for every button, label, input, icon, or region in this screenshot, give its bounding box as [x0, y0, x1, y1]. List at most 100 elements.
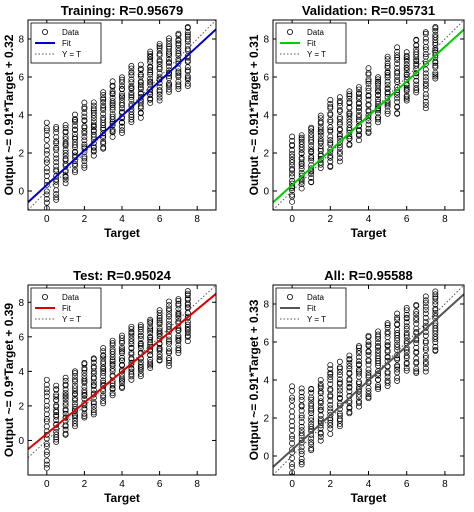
data-point [166, 362, 172, 369]
y-tick-label: 2 [263, 149, 269, 160]
data-point [346, 112, 353, 119]
data-point [175, 70, 182, 77]
data-point [81, 162, 88, 169]
data-point [43, 199, 50, 206]
data-point [128, 365, 135, 372]
data-point [128, 323, 135, 330]
data-point [298, 385, 305, 392]
data-point [184, 304, 191, 310]
data-point [72, 162, 78, 169]
data-point [119, 378, 125, 384]
data-point [394, 87, 401, 94]
data-point [62, 176, 69, 183]
data-point [298, 444, 305, 451]
data-point [375, 74, 381, 81]
data-point [119, 344, 125, 351]
data-point [62, 136, 69, 143]
data-point [289, 418, 296, 425]
data-point [53, 166, 60, 173]
data-point [403, 359, 410, 366]
data-point [156, 97, 163, 104]
data-point [62, 426, 69, 433]
data-point [53, 403, 60, 410]
data-point [43, 393, 50, 400]
data-point [156, 329, 163, 336]
data-point [403, 92, 410, 99]
data-point [175, 309, 182, 316]
data-point [432, 339, 439, 346]
data-point [422, 303, 429, 310]
data-point [384, 89, 391, 96]
data-point [156, 94, 163, 101]
data-point [128, 62, 135, 69]
data-point [81, 110, 88, 116]
data-point [403, 58, 410, 65]
data-point [156, 47, 163, 54]
data-point [137, 340, 144, 347]
data-point [375, 376, 381, 383]
data-point [43, 389, 50, 396]
data-point [72, 420, 78, 427]
data-point [365, 112, 372, 119]
data-point [53, 178, 60, 185]
data-point [365, 334, 372, 341]
data-point [43, 156, 50, 163]
data-point [356, 126, 362, 133]
data-point [166, 59, 172, 66]
data-point [298, 450, 305, 457]
data-point [403, 304, 410, 311]
data-point [413, 355, 420, 362]
data-point [43, 448, 50, 455]
data-point [128, 108, 135, 115]
data-point [43, 423, 50, 430]
data-point [62, 374, 69, 381]
data-point [90, 409, 97, 416]
data-point [166, 43, 172, 50]
data-point [184, 67, 191, 74]
data-point [53, 413, 60, 420]
data-point [137, 78, 144, 85]
data-point [119, 123, 125, 130]
data-point [289, 177, 296, 184]
data-point [43, 165, 50, 172]
data-point [317, 128, 324, 135]
data-point [422, 61, 429, 67]
data-point [317, 437, 324, 444]
data-point [72, 142, 78, 148]
data-point [289, 170, 296, 177]
data-point [289, 435, 296, 442]
data-point [394, 60, 401, 67]
data-point [109, 82, 116, 89]
data-point [403, 353, 410, 360]
data-point [327, 97, 334, 103]
data-point [128, 335, 135, 342]
data-point [413, 77, 420, 84]
data-point [119, 383, 125, 390]
data-point [90, 121, 97, 128]
data-point [53, 386, 60, 393]
data-point [43, 159, 50, 166]
data-point [184, 33, 191, 40]
data-point [394, 98, 401, 105]
data-point [184, 313, 191, 320]
data-point [72, 417, 78, 424]
data-point [109, 98, 116, 105]
data-point [147, 330, 154, 336]
data-point [81, 414, 88, 421]
data-point [62, 423, 69, 430]
data-point [43, 376, 50, 383]
data-point [327, 141, 334, 148]
data-point [317, 138, 324, 145]
data-point [289, 137, 296, 144]
data-point [317, 412, 324, 419]
data-point [298, 134, 305, 141]
data-point [384, 328, 391, 335]
data-point [356, 347, 362, 354]
data-point [166, 89, 172, 95]
data-point [356, 89, 362, 96]
data-point [356, 350, 362, 357]
data-point [394, 91, 401, 98]
data-point [346, 91, 353, 98]
data-point [119, 374, 125, 381]
data-point [289, 446, 296, 453]
